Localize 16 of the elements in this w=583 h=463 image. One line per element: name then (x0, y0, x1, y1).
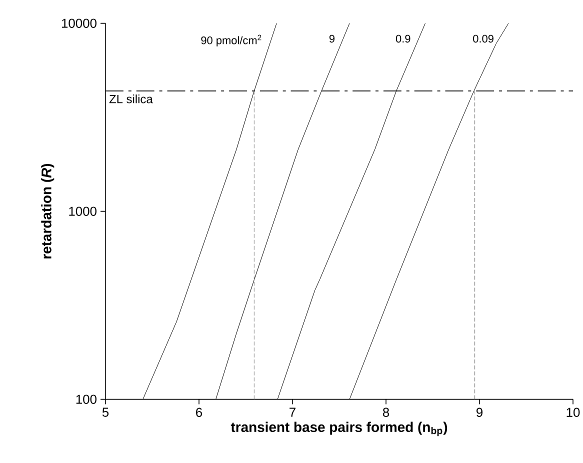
ref-line-label: ZL silica (109, 94, 153, 104)
y-tick-label: 10000 (62, 18, 96, 28)
x-tick-label: 7 (290, 408, 296, 417)
x-tick-label: 5 (102, 408, 109, 417)
y-axis-title: retardation (R) (41, 164, 54, 258)
x-tick-label: 10 (566, 408, 580, 417)
series-label: 90 pmol/cm$^{2}$ (201, 34, 262, 46)
series-label: 0.09 (473, 34, 494, 43)
series-label: 0.9 (396, 34, 410, 43)
series-label: 9 (329, 34, 334, 43)
x-axis-title: transient base pairs formed (n$_{bp}$) (230, 422, 448, 436)
x-tick-label: 9 (476, 408, 482, 417)
y-tick-label: 100 (76, 394, 96, 404)
x-tick-label: 8 (382, 408, 390, 417)
y-tick-label: 1000 (69, 206, 96, 216)
x-tick-label: 6 (196, 408, 202, 417)
